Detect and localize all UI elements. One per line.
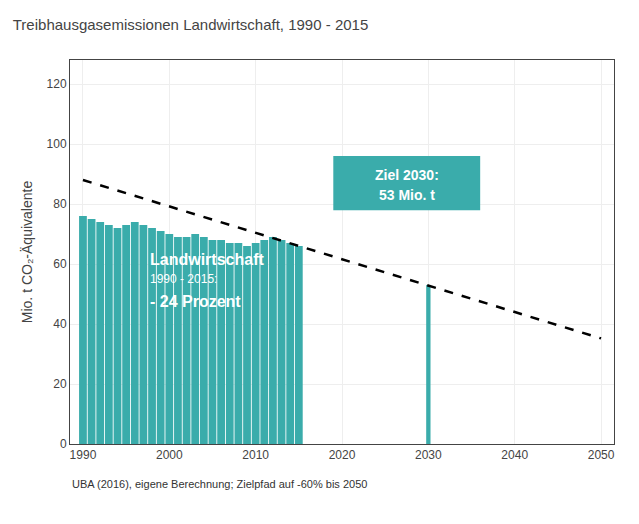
svg-text:2030: 2030 [415,448,442,462]
svg-text:2020: 2020 [329,448,356,462]
svg-text:120: 120 [47,77,67,91]
svg-text:20: 20 [53,377,67,391]
svg-text:0: 0 [60,437,67,451]
svg-text:1990: 1990 [70,448,97,462]
svg-text:80: 80 [53,197,67,211]
svg-text:60: 60 [53,257,67,271]
svg-text:1990 - 2015:: 1990 - 2015: [150,272,217,286]
svg-text:100: 100 [47,137,67,151]
svg-text:UBA (2016), eigene Berechnung;: UBA (2016), eigene Berechnung; Zielpfad … [72,478,367,490]
svg-text:2040: 2040 [501,448,528,462]
svg-text:Treibhausgasemissionen Landwir: Treibhausgasemissionen Landwirtschaft, 1… [13,16,369,33]
svg-text:Landwirtschaft: Landwirtschaft [150,251,264,268]
svg-text:53 Mio. t: 53 Mio. t [379,187,435,203]
svg-text:2050: 2050 [588,448,615,462]
svg-text:40: 40 [53,317,67,331]
svg-text:Mio. t CO₂-Äquivalente: Mio. t CO₂-Äquivalente [19,181,35,324]
svg-text:2010: 2010 [242,448,269,462]
svg-text:- 24 Prozent: - 24 Prozent [150,293,241,310]
svg-text:Ziel 2030:: Ziel 2030: [375,167,439,183]
svg-text:2000: 2000 [156,448,183,462]
